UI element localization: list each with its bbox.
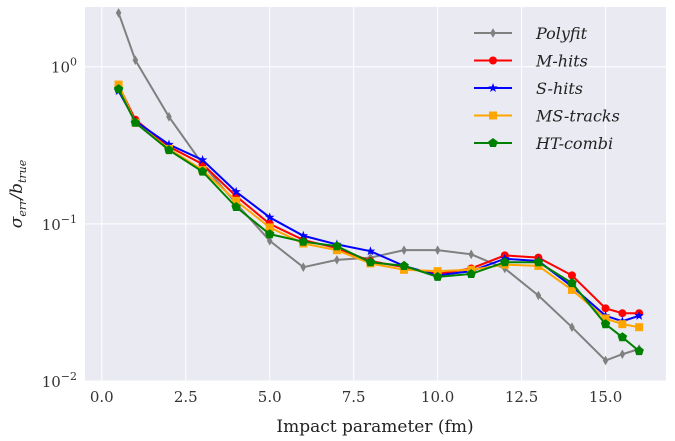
data-point-m-hits: [601, 304, 610, 313]
data-point-ht-combi: [164, 145, 174, 155]
data-point-polyfit: [602, 355, 609, 366]
data-point-m-hits: [618, 309, 627, 318]
legend-entry-ht-combi: HT-combi: [474, 134, 613, 153]
data-point-ht-combi: [264, 229, 275, 239]
data-point-polyfit: [266, 236, 273, 246]
data-point-ht-combi: [617, 332, 628, 342]
data-point-polyfit: [569, 322, 575, 332]
y-label-b-sub: true: [16, 159, 29, 183]
data-point-ht-combi: [332, 241, 342, 251]
legend-entry-ms-tracks: MS-tracks: [474, 107, 620, 126]
legend: Polyfit M-hits S-hits MS-tracks HT-combi: [474, 24, 620, 153]
data-point-ht-combi: [197, 166, 208, 176]
x-tick-label: 12.5: [505, 388, 538, 406]
legend-label-m-hits: M-hits: [535, 52, 588, 71]
data-point-polyfit: [334, 255, 340, 265]
y-axis-label: σerr/btrue: [7, 159, 29, 228]
x-tick-label: 15.0: [589, 388, 622, 406]
data-point-ht-combi: [567, 278, 577, 288]
series-line-ht-combi: [117, 88, 640, 352]
data-point-ms-tracks: [232, 196, 241, 205]
data-point-s-hits: [298, 230, 309, 240]
legend-marker-ht-combi: [488, 138, 498, 148]
y-label-slash-b: /b: [7, 183, 27, 202]
data-point-ht-combi: [533, 257, 544, 267]
legend-marker-polyfit: [490, 28, 496, 38]
data-point-ht-combi: [466, 268, 476, 278]
data-point-polyfit: [468, 249, 475, 260]
legend-marker-ms-tracks: [489, 111, 497, 120]
y-label-sigma: σ: [7, 216, 27, 228]
data-point-ht-combi: [600, 319, 611, 329]
data-point-ht-combi: [432, 271, 443, 281]
legend-label-polyfit: Polyfit: [535, 24, 588, 43]
y-tick-label: 10−2: [42, 370, 77, 391]
x-tick-label: 5.0: [258, 388, 282, 406]
data-point-polyfit: [434, 245, 441, 255]
plot-background: [85, 7, 666, 381]
data-point-ms-tracks: [567, 285, 576, 294]
data-point-polyfit: [300, 262, 307, 272]
y-label-sigma-sub: err: [16, 199, 29, 217]
x-axis-label: Impact parameter (fm): [276, 417, 473, 437]
legend-label-ht-combi: HT-combi: [535, 134, 613, 153]
y-tick-labels: 100 10−1 10−2: [42, 56, 77, 391]
series-layer: [113, 8, 644, 366]
x-tick-label: 0.0: [90, 388, 114, 406]
data-point-polyfit: [132, 55, 139, 66]
data-point-polyfit: [619, 349, 626, 360]
y-tick-label: 100: [51, 56, 77, 77]
data-point-ht-combi: [399, 260, 409, 270]
data-point-m-hits: [567, 271, 576, 280]
series-ht-combi: [113, 84, 644, 356]
data-point-polyfit: [115, 8, 122, 18]
data-point-s-hits: [365, 246, 376, 256]
data-point-ms-tracks: [635, 323, 644, 332]
x-tick-labels: 0.0 2.5 5.0 7.5 10.0 12.5 15.0: [90, 388, 622, 406]
legend-marker-m-hits: [489, 56, 497, 65]
y-tick-label: 10−1: [42, 213, 77, 234]
data-point-ht-combi: [634, 346, 644, 356]
data-point-ht-combi: [298, 236, 309, 246]
series-line-polyfit: [117, 12, 640, 362]
x-tick-label: 10.0: [421, 388, 454, 406]
legend-label-ms-tracks: MS-tracks: [535, 107, 620, 126]
data-point-ht-combi: [365, 257, 376, 267]
data-point-ht-combi: [113, 84, 124, 94]
data-point-polyfit: [401, 245, 407, 255]
data-point-s-hits: [231, 186, 241, 196]
data-point-s-hits: [634, 310, 644, 320]
data-point-s-hits: [264, 212, 275, 222]
legend-entry-polyfit: Polyfit: [474, 24, 588, 43]
data-point-ms-tracks: [618, 320, 627, 329]
x-tick-label: 2.5: [174, 388, 198, 406]
x-tick-label: 7.5: [342, 388, 366, 406]
data-point-ms-tracks: [265, 223, 274, 232]
data-point-s-hits: [164, 139, 174, 149]
legend-entry-m-hits: M-hits: [474, 52, 588, 71]
series-polyfit: [115, 8, 642, 366]
data-point-ms-tracks: [433, 267, 442, 276]
data-point-ht-combi: [231, 202, 241, 212]
legend-marker-s-hits: [488, 83, 498, 93]
data-point-ht-combi: [500, 257, 510, 267]
series-line-ms-tracks: [117, 84, 640, 329]
data-point-ht-combi: [130, 117, 141, 127]
legend-label-s-hits: S-hits: [536, 79, 583, 98]
data-point-s-hits: [197, 154, 208, 165]
data-point-polyfit: [166, 112, 172, 122]
legend-entry-s-hits: S-hits: [474, 79, 583, 98]
data-point-polyfit: [535, 290, 542, 301]
